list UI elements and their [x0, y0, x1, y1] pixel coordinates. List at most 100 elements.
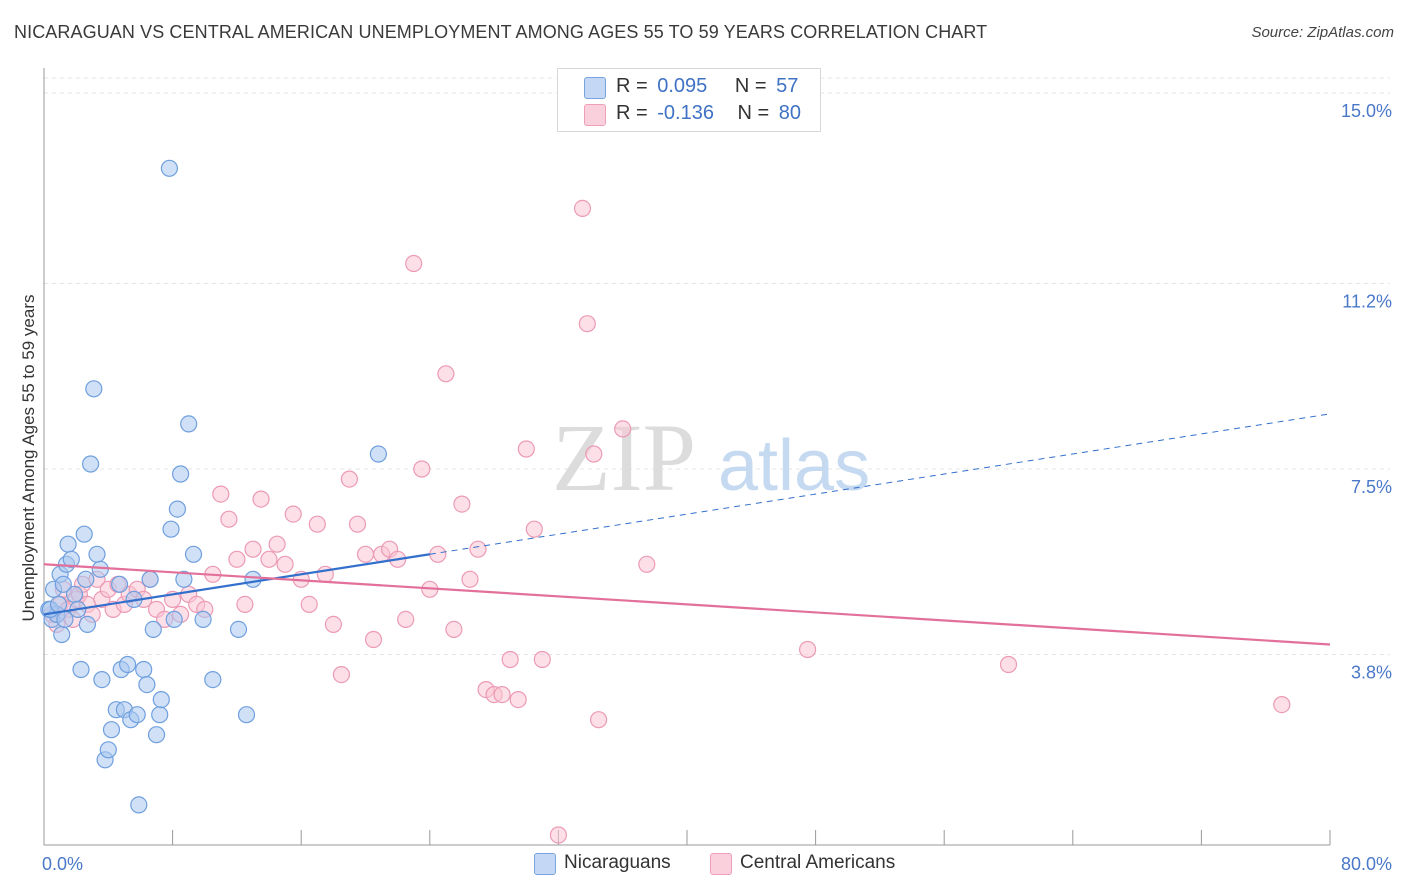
central-americans-point [236, 595, 254, 614]
central-americans-point [220, 510, 238, 528]
central-americans-point [332, 665, 350, 684]
central-americans-point [268, 535, 286, 553]
nicaraguans-point [130, 796, 148, 814]
nicaraguans-trend-line [43, 553, 430, 616]
nicaraguans-point [91, 560, 109, 578]
bottom-legend-swatch-nicaraguans [534, 853, 556, 875]
central-americans-points [43, 199, 1291, 844]
watermark-atlas: atlas [718, 426, 870, 506]
bottom-legend-label-nicaraguans: Nicaraguans [564, 852, 671, 873]
central-americans-point [364, 630, 383, 649]
nicaraguans-point [81, 455, 100, 473]
central-americans-point [614, 420, 632, 438]
nicaraguans-point [93, 670, 111, 689]
legend-n-value: 57 [776, 75, 799, 97]
central-americans-point [252, 490, 270, 508]
central-americans-point [638, 555, 656, 573]
nicaraguans-point [152, 690, 170, 709]
nicaraguans-point [88, 545, 106, 563]
central-americans-point [461, 570, 479, 588]
nicaraguans-point [204, 670, 222, 689]
central-americans-point [517, 440, 535, 458]
y-tick-label: 7.5% [1351, 477, 1392, 497]
legend-swatch-central-americans [584, 104, 606, 126]
nicaraguans-point [53, 625, 71, 644]
nicaraguans-point [128, 706, 146, 724]
nicaraguans-point [135, 660, 153, 679]
y-tick-labels: 3.8% 7.5% 11.2% 15.0% [1341, 101, 1392, 682]
central-americans-point [244, 540, 262, 558]
nicaraguans-point [244, 570, 262, 588]
y-axis-label: Unemployment Among Ages 55 to 59 years [19, 295, 38, 622]
x-tick-label-min: 0.0% [42, 854, 83, 874]
central-americans-point [228, 550, 246, 568]
nicaraguans-point [160, 159, 178, 177]
legend-swatch-nicaraguans [584, 77, 606, 99]
nicaraguans-point [194, 610, 212, 629]
central-americans-point [308, 515, 326, 533]
central-americans-point [493, 685, 511, 704]
central-americans-point [260, 550, 278, 568]
trend-lines [43, 413, 1331, 646]
nicaraguans-point [59, 535, 77, 553]
central-americans-point [501, 650, 519, 669]
legend-n-value: 80 [778, 102, 802, 124]
legend-r-label: R = [616, 102, 648, 124]
legend-r-value: 0.095 [657, 75, 708, 97]
y-tick-label: 11.2% [1342, 292, 1392, 312]
nicaraguans-point [172, 465, 190, 483]
correlation-legend: R = 0.095 N = 57 R = -0.136 N = 80 [557, 68, 821, 132]
central-americans-point [276, 555, 294, 573]
nicaraguans-point [141, 570, 159, 588]
nicaraguans-point [102, 721, 121, 739]
central-americans-point [469, 540, 487, 558]
bottom-legend-label-central-americans: Central Americans [740, 852, 896, 873]
legend-n-label: N = [737, 102, 770, 124]
nicaraguans-point [110, 575, 129, 593]
nicaraguans-point [138, 675, 156, 694]
nicaraguans-point [144, 620, 162, 639]
nicaraguans-point [180, 415, 198, 433]
legend-n-label: N = [734, 75, 767, 97]
central-americans-point [798, 640, 817, 659]
central-americans-point [212, 485, 230, 503]
chart-title: NICARAGUAN VS CENTRAL AMERICAN UNEMPLOYM… [14, 22, 988, 42]
central-americans-point [1273, 695, 1291, 714]
nicaraguans-point [229, 620, 248, 639]
central-americans-point [445, 620, 463, 639]
central-americans-point [437, 365, 455, 383]
nicaraguans-point [118, 655, 137, 674]
watermark-zip: ZIP [552, 404, 696, 511]
x-tick-label-max: 80.0% [1341, 854, 1392, 874]
nicaraguans-point [184, 545, 203, 563]
nicaraguans-point [147, 726, 166, 744]
nicaraguans-point [54, 575, 72, 593]
central-americans-point [348, 515, 367, 533]
nicaraguans-point [99, 741, 117, 759]
bottom-legend-swatch-central-americans [710, 853, 732, 875]
nicaraguans-points [40, 159, 387, 814]
central-americans-point [300, 595, 318, 614]
central-americans-point [340, 470, 358, 488]
central-americans-point [525, 520, 543, 538]
legend-r-value: -0.136 [657, 102, 714, 124]
central-americans-point [589, 711, 608, 729]
gridlines [44, 77, 1390, 656]
central-americans-point [533, 650, 551, 669]
y-tick-label: 3.8% [1351, 663, 1392, 683]
nicaraguans-point [165, 610, 183, 629]
legend-r-label: R = [616, 75, 648, 97]
central-americans-point [397, 610, 415, 629]
x-ticks [172, 830, 1331, 845]
central-americans-point [324, 615, 342, 634]
central-americans-point [573, 199, 592, 217]
nicaraguans-point [72, 660, 90, 679]
central-americans-point [405, 254, 423, 273]
nicaraguans-point [237, 706, 256, 724]
central-americans-point [356, 545, 375, 563]
watermark: ZIP atlas [552, 404, 870, 511]
y-tick-label: 15.0% [1341, 101, 1392, 121]
nicaraguans-point [369, 445, 387, 463]
nicaraguans-point [168, 500, 186, 518]
